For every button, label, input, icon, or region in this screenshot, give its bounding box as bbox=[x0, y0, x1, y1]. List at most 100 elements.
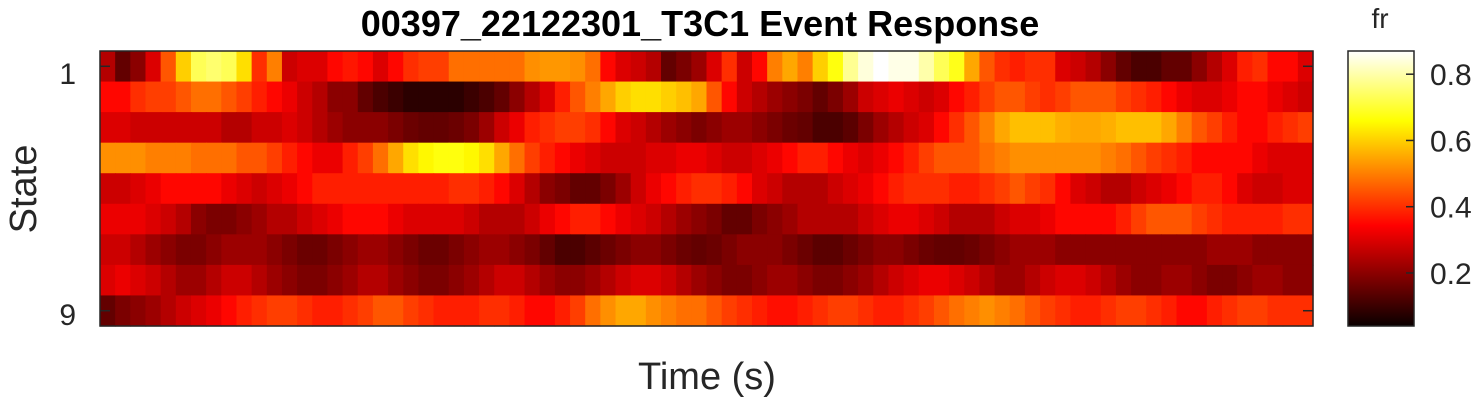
heatmap-cell bbox=[1176, 112, 1193, 144]
heatmap-cell bbox=[1176, 51, 1193, 83]
heatmap-cell bbox=[1100, 81, 1117, 113]
heatmap-cell bbox=[357, 81, 374, 113]
heatmap-cell bbox=[585, 264, 601, 297]
heatmap-cell bbox=[570, 112, 586, 144]
heatmap-cell bbox=[1282, 234, 1299, 266]
heatmap-cell bbox=[706, 234, 723, 266]
heatmap-cell bbox=[1070, 234, 1087, 266]
heatmap-cell bbox=[918, 203, 935, 235]
heatmap-cell bbox=[297, 295, 313, 327]
heatmap-cell bbox=[1131, 81, 1147, 113]
heatmap-cell bbox=[903, 81, 920, 113]
heatmap-cell bbox=[827, 51, 844, 83]
heatmap-cell bbox=[994, 264, 1011, 297]
heatmap-cell bbox=[1146, 264, 1162, 297]
heatmap-cell bbox=[1297, 203, 1314, 235]
heatmap-cell bbox=[979, 234, 996, 266]
heatmap-cell bbox=[645, 112, 662, 144]
heatmap-cell bbox=[236, 112, 253, 144]
heatmap-cell bbox=[706, 203, 723, 235]
heatmap-cell bbox=[1070, 264, 1087, 297]
heatmap-cell bbox=[676, 51, 692, 83]
heatmap-cell bbox=[403, 112, 420, 144]
heatmap-cell bbox=[145, 81, 162, 113]
heatmap-cell bbox=[933, 81, 950, 113]
heatmap-cell bbox=[463, 142, 480, 174]
heatmap-cell bbox=[342, 264, 359, 297]
heatmap-cell bbox=[661, 203, 677, 235]
heatmap-cell bbox=[479, 112, 495, 144]
heatmap-cell bbox=[1146, 173, 1162, 205]
heatmap-cell bbox=[812, 112, 829, 144]
heatmap-cell bbox=[1131, 112, 1147, 144]
heatmap-cell bbox=[539, 264, 556, 297]
heatmap-cell bbox=[600, 112, 617, 144]
heatmap-cell bbox=[827, 295, 844, 327]
heatmap-cell bbox=[1115, 51, 1132, 83]
heatmap-cell bbox=[979, 142, 996, 174]
heatmap-cell bbox=[888, 112, 905, 144]
heatmap-cell bbox=[236, 51, 253, 83]
heatmap-cell bbox=[812, 264, 829, 297]
heatmap-cell bbox=[266, 142, 283, 174]
heatmap-cell bbox=[615, 234, 632, 266]
heatmap-cell bbox=[964, 81, 981, 113]
heatmap-cell bbox=[388, 203, 404, 235]
heatmap-cell bbox=[1115, 173, 1132, 205]
heatmap-cell bbox=[676, 112, 692, 144]
heatmap-cell bbox=[782, 173, 799, 205]
heatmap-cell bbox=[842, 51, 859, 83]
heatmap-cell bbox=[1252, 203, 1269, 235]
heatmap-cell bbox=[1237, 264, 1253, 297]
heatmap-cell bbox=[736, 234, 753, 266]
heatmap-cell bbox=[115, 173, 131, 205]
heatmap-cell bbox=[585, 295, 601, 327]
heatmap-cell bbox=[964, 203, 981, 235]
heatmap-cell bbox=[1146, 81, 1162, 113]
heatmap-cell bbox=[266, 173, 283, 205]
heatmap-cell bbox=[479, 81, 495, 113]
heatmap-cell bbox=[767, 234, 783, 266]
heatmap-cell bbox=[327, 142, 344, 174]
heatmap-cell bbox=[797, 234, 814, 266]
heatmap-cell bbox=[281, 203, 298, 235]
heatmap-cell bbox=[1055, 142, 1071, 174]
heatmap-cell bbox=[600, 264, 617, 297]
heatmap-cell bbox=[251, 203, 268, 235]
heatmap-cell bbox=[949, 81, 965, 113]
heatmap-cell bbox=[1222, 234, 1238, 266]
heatmap-cell bbox=[1282, 51, 1299, 83]
heatmap-cell bbox=[827, 81, 844, 113]
heatmap-cell bbox=[1146, 295, 1162, 327]
heatmap-cell bbox=[1206, 173, 1223, 205]
heatmap-cell bbox=[418, 295, 435, 327]
heatmap-cell bbox=[767, 295, 783, 327]
heatmap-cell bbox=[645, 264, 662, 297]
heatmap-cell bbox=[281, 81, 298, 113]
heatmap-cell bbox=[372, 51, 389, 83]
heatmap-cell bbox=[1252, 173, 1269, 205]
heatmap-cell bbox=[570, 51, 586, 83]
heatmap-cell bbox=[236, 173, 253, 205]
heatmap-cell bbox=[221, 142, 238, 174]
heatmap-cell bbox=[615, 173, 632, 205]
heatmap-cell bbox=[1297, 264, 1314, 297]
heatmap-cell bbox=[206, 234, 222, 266]
heatmap-cell bbox=[251, 51, 268, 83]
heatmap-cell bbox=[130, 81, 147, 113]
heatmap-cell bbox=[767, 203, 783, 235]
heatmap-cell bbox=[1070, 173, 1087, 205]
heatmap-cell bbox=[615, 264, 632, 297]
heatmap-cell bbox=[266, 203, 283, 235]
heatmap-cell bbox=[979, 264, 996, 297]
heatmap-cell bbox=[767, 173, 783, 205]
heatmap-cell bbox=[463, 234, 480, 266]
heatmap-cell bbox=[888, 234, 905, 266]
heatmap-cell bbox=[342, 234, 359, 266]
heatmap-cell bbox=[494, 112, 510, 144]
heatmap-cell bbox=[175, 142, 192, 174]
heatmap-cell bbox=[524, 264, 541, 297]
heatmap-cell bbox=[979, 203, 996, 235]
heatmap-cell bbox=[297, 51, 313, 83]
heatmap-cell bbox=[190, 112, 207, 144]
